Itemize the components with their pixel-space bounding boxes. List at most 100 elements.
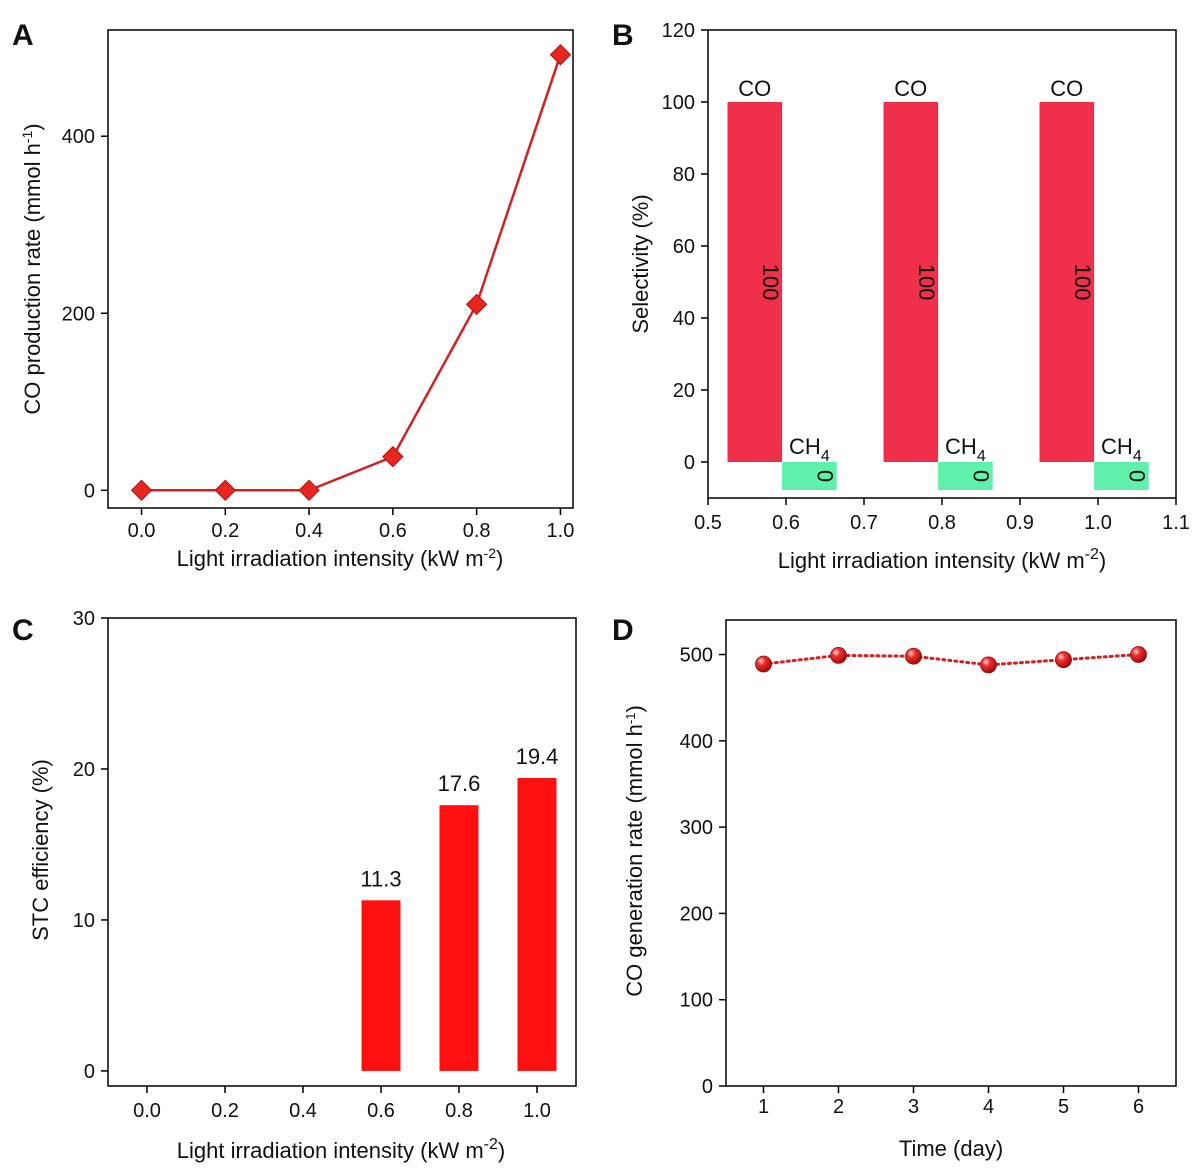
panel-b-y-tick-label: 0: [684, 452, 695, 474]
panel-d-x-tick-label: 6: [1133, 1096, 1144, 1118]
panel-a-data-point: [130, 479, 153, 502]
panel-a-y-tick-label: 400: [62, 126, 95, 148]
panel-d-data-point: [980, 656, 997, 674]
panel-b-ch4-value-label: 0: [1124, 470, 1149, 482]
panel-b-co-value-label: 100: [758, 264, 783, 301]
panel-c-bar-chart: 11.3 17.6 19.4 0.0 0.2 0.4 0.6 0.8 1.0 0 10 20 30 L…: [28, 608, 577, 1163]
panel-b-ch4-value-label: 0: [968, 470, 993, 482]
panel-d-y-tick-label: 0: [702, 1076, 713, 1098]
panel-d-data-point: [755, 655, 772, 673]
panel-c-plot-frame: [107, 617, 577, 1087]
panel-d-data-point: [1055, 651, 1072, 669]
panel-d-x-axis-title: Time (day): [899, 1136, 1003, 1161]
panel-c-y-tick-label: 30: [73, 608, 95, 630]
panel-b-y-tick-label: 40: [673, 308, 695, 330]
panel-letter-d: D: [612, 614, 634, 647]
panel-d-x-tick-label: 5: [1058, 1096, 1069, 1118]
panel-a-x-axis-title: Light irradiation intensity (kW m-2): [177, 545, 504, 571]
panel-b-bar-ch4: [1094, 462, 1149, 490]
panel-c-y-tick-label: 0: [84, 1061, 95, 1083]
panel-a-y-axis-title: CO production rate (mmol h-1): [19, 123, 45, 414]
panel-c-y-tick-label: 10: [73, 910, 95, 932]
panel-b-bar-co: [1039, 102, 1095, 462]
panel-d-x-tick-label: 4: [983, 1096, 994, 1118]
panel-c-value-label: 17.6: [438, 771, 481, 796]
panel-c-bar: [439, 805, 479, 1071]
panel-d-x-tick-label: 3: [908, 1096, 919, 1118]
panel-a-line-chart: 0.0 0.2 0.4 0.6 0.8 1.0 0 200 400 Light irradiat…: [19, 29, 575, 571]
panel-d-series-line: [762, 653, 1140, 667]
panel-c-x-tick-label: 1.0: [523, 1100, 551, 1122]
panel-a-data-point: [214, 479, 237, 502]
panel-b-co-value-label: 100: [1070, 264, 1095, 301]
panel-d-x-tick-label: 2: [833, 1096, 844, 1118]
panel-d-x-tick-label: 1: [758, 1096, 769, 1118]
panel-d-y-tick-label: 100: [680, 990, 713, 1012]
panel-a-x-tick-label: 0.8: [463, 520, 491, 542]
panel-c-value-label: 19.4: [516, 744, 559, 769]
panel-b-x-tick-label: 1.1: [1162, 512, 1190, 534]
panel-b-bar-co: [883, 102, 939, 462]
panel-a-y-tick-label: 200: [62, 303, 95, 325]
panel-a-x-tick-label: 0.4: [295, 520, 323, 542]
panel-c-value-label: 11.3: [360, 866, 401, 891]
panel-b-y-tick-label: 20: [673, 380, 695, 402]
panel-b-x-tick-label: 1.0: [1084, 512, 1112, 534]
panel-d-data-point: [905, 647, 922, 665]
panel-c-y-axis-title: STC efficiency (%): [28, 759, 53, 941]
panel-d-plot-frame: [725, 619, 1177, 1087]
panel-b-co-top-label: CO: [894, 76, 927, 101]
panel-c-x-tick-label: 0.4: [289, 1100, 317, 1122]
panel-b-co-top-label: CO: [1050, 76, 1083, 101]
panel-c-x-axis-title: Light irradiation intensity (kW m-2): [177, 1136, 505, 1163]
panel-c-bar: [361, 900, 401, 1071]
panel-d-y-tick-label: 400: [680, 731, 713, 753]
panel-b-y-tick-label: 120: [662, 20, 695, 42]
panel-b-co-top-label: CO: [738, 76, 771, 101]
panel-b-y-tick-label: 60: [673, 236, 695, 258]
panel-c-x-tick-label: 0.2: [211, 1100, 239, 1122]
panel-c-x-tick-label: 0.0: [133, 1100, 161, 1122]
panel-a-plot-frame: [107, 29, 574, 509]
panel-b-bar-ch4: [782, 462, 837, 490]
panel-d-y-tick-label: 200: [680, 903, 713, 925]
panel-b-y-tick-label: 80: [673, 164, 695, 186]
panel-b-bar-chart: 100 CO 100 CO 100 CO 0 CH4 0 CH4 0 CH4 0.5 0.6 0.7 0.8…: [628, 20, 1190, 573]
panel-b-bar-ch4: [938, 462, 993, 490]
panel-a-x-tick-label: 0.2: [211, 520, 239, 542]
panel-b-x-tick-label: 0.6: [772, 512, 800, 534]
panel-a-data-point: [465, 293, 488, 316]
panel-c-x-tick-label: 0.8: [445, 1100, 473, 1122]
panel-d-y-axis-title: CO generation rate (mmol h-1): [622, 705, 647, 997]
panel-d-data-point: [830, 646, 847, 664]
panel-b-x-tick-label: 0.5: [694, 512, 722, 534]
panel-d-y-tick-label: 300: [680, 817, 713, 839]
panel-b-x-tick-label: 0.9: [1006, 512, 1034, 534]
panel-d-y-tick-label: 500: [680, 645, 713, 667]
panel-b-x-axis-title: Light irradiation intensity (kW m-2): [778, 546, 1106, 573]
panel-a-x-tick-label: 0.6: [379, 520, 407, 542]
panel-b-y-axis-title: Selectivity (%): [628, 194, 653, 333]
panel-b-ch4-top-label: CH4: [1101, 434, 1142, 465]
panel-b-y-tick-label: 100: [662, 92, 695, 114]
panel-b-co-value-label: 100: [914, 264, 939, 301]
panel-a-y-tick-label: 0: [84, 480, 95, 502]
panel-d-line-chart: 1 2 3 4 5 6 0 100 200 300 400 500 Time (day) CO gen…: [622, 619, 1177, 1161]
panel-b-x-tick-label: 0.8: [928, 512, 956, 534]
panel-a-data-point: [298, 479, 320, 502]
panel-a-x-tick-label: 1.0: [547, 520, 575, 542]
panel-letter-b: B: [612, 19, 634, 52]
panel-b-ch4-top-label: CH4: [945, 434, 986, 465]
panel-letter-a: A: [12, 19, 34, 52]
panel-b-ch4-value-label: 0: [812, 470, 837, 482]
panel-c-bar: [517, 778, 557, 1071]
panel-a-data-point: [549, 44, 572, 66]
panel-a-series-line: [141, 54, 562, 492]
panel-c-x-tick-label: 0.6: [367, 1100, 395, 1122]
panel-letter-c: C: [12, 614, 34, 647]
panel-b-ch4-top-label: CH4: [789, 434, 830, 465]
panel-b-x-tick-label: 0.7: [850, 512, 878, 534]
panel-b-bar-co: [727, 102, 783, 462]
panel-a-x-tick-label: 0.0: [128, 520, 156, 542]
